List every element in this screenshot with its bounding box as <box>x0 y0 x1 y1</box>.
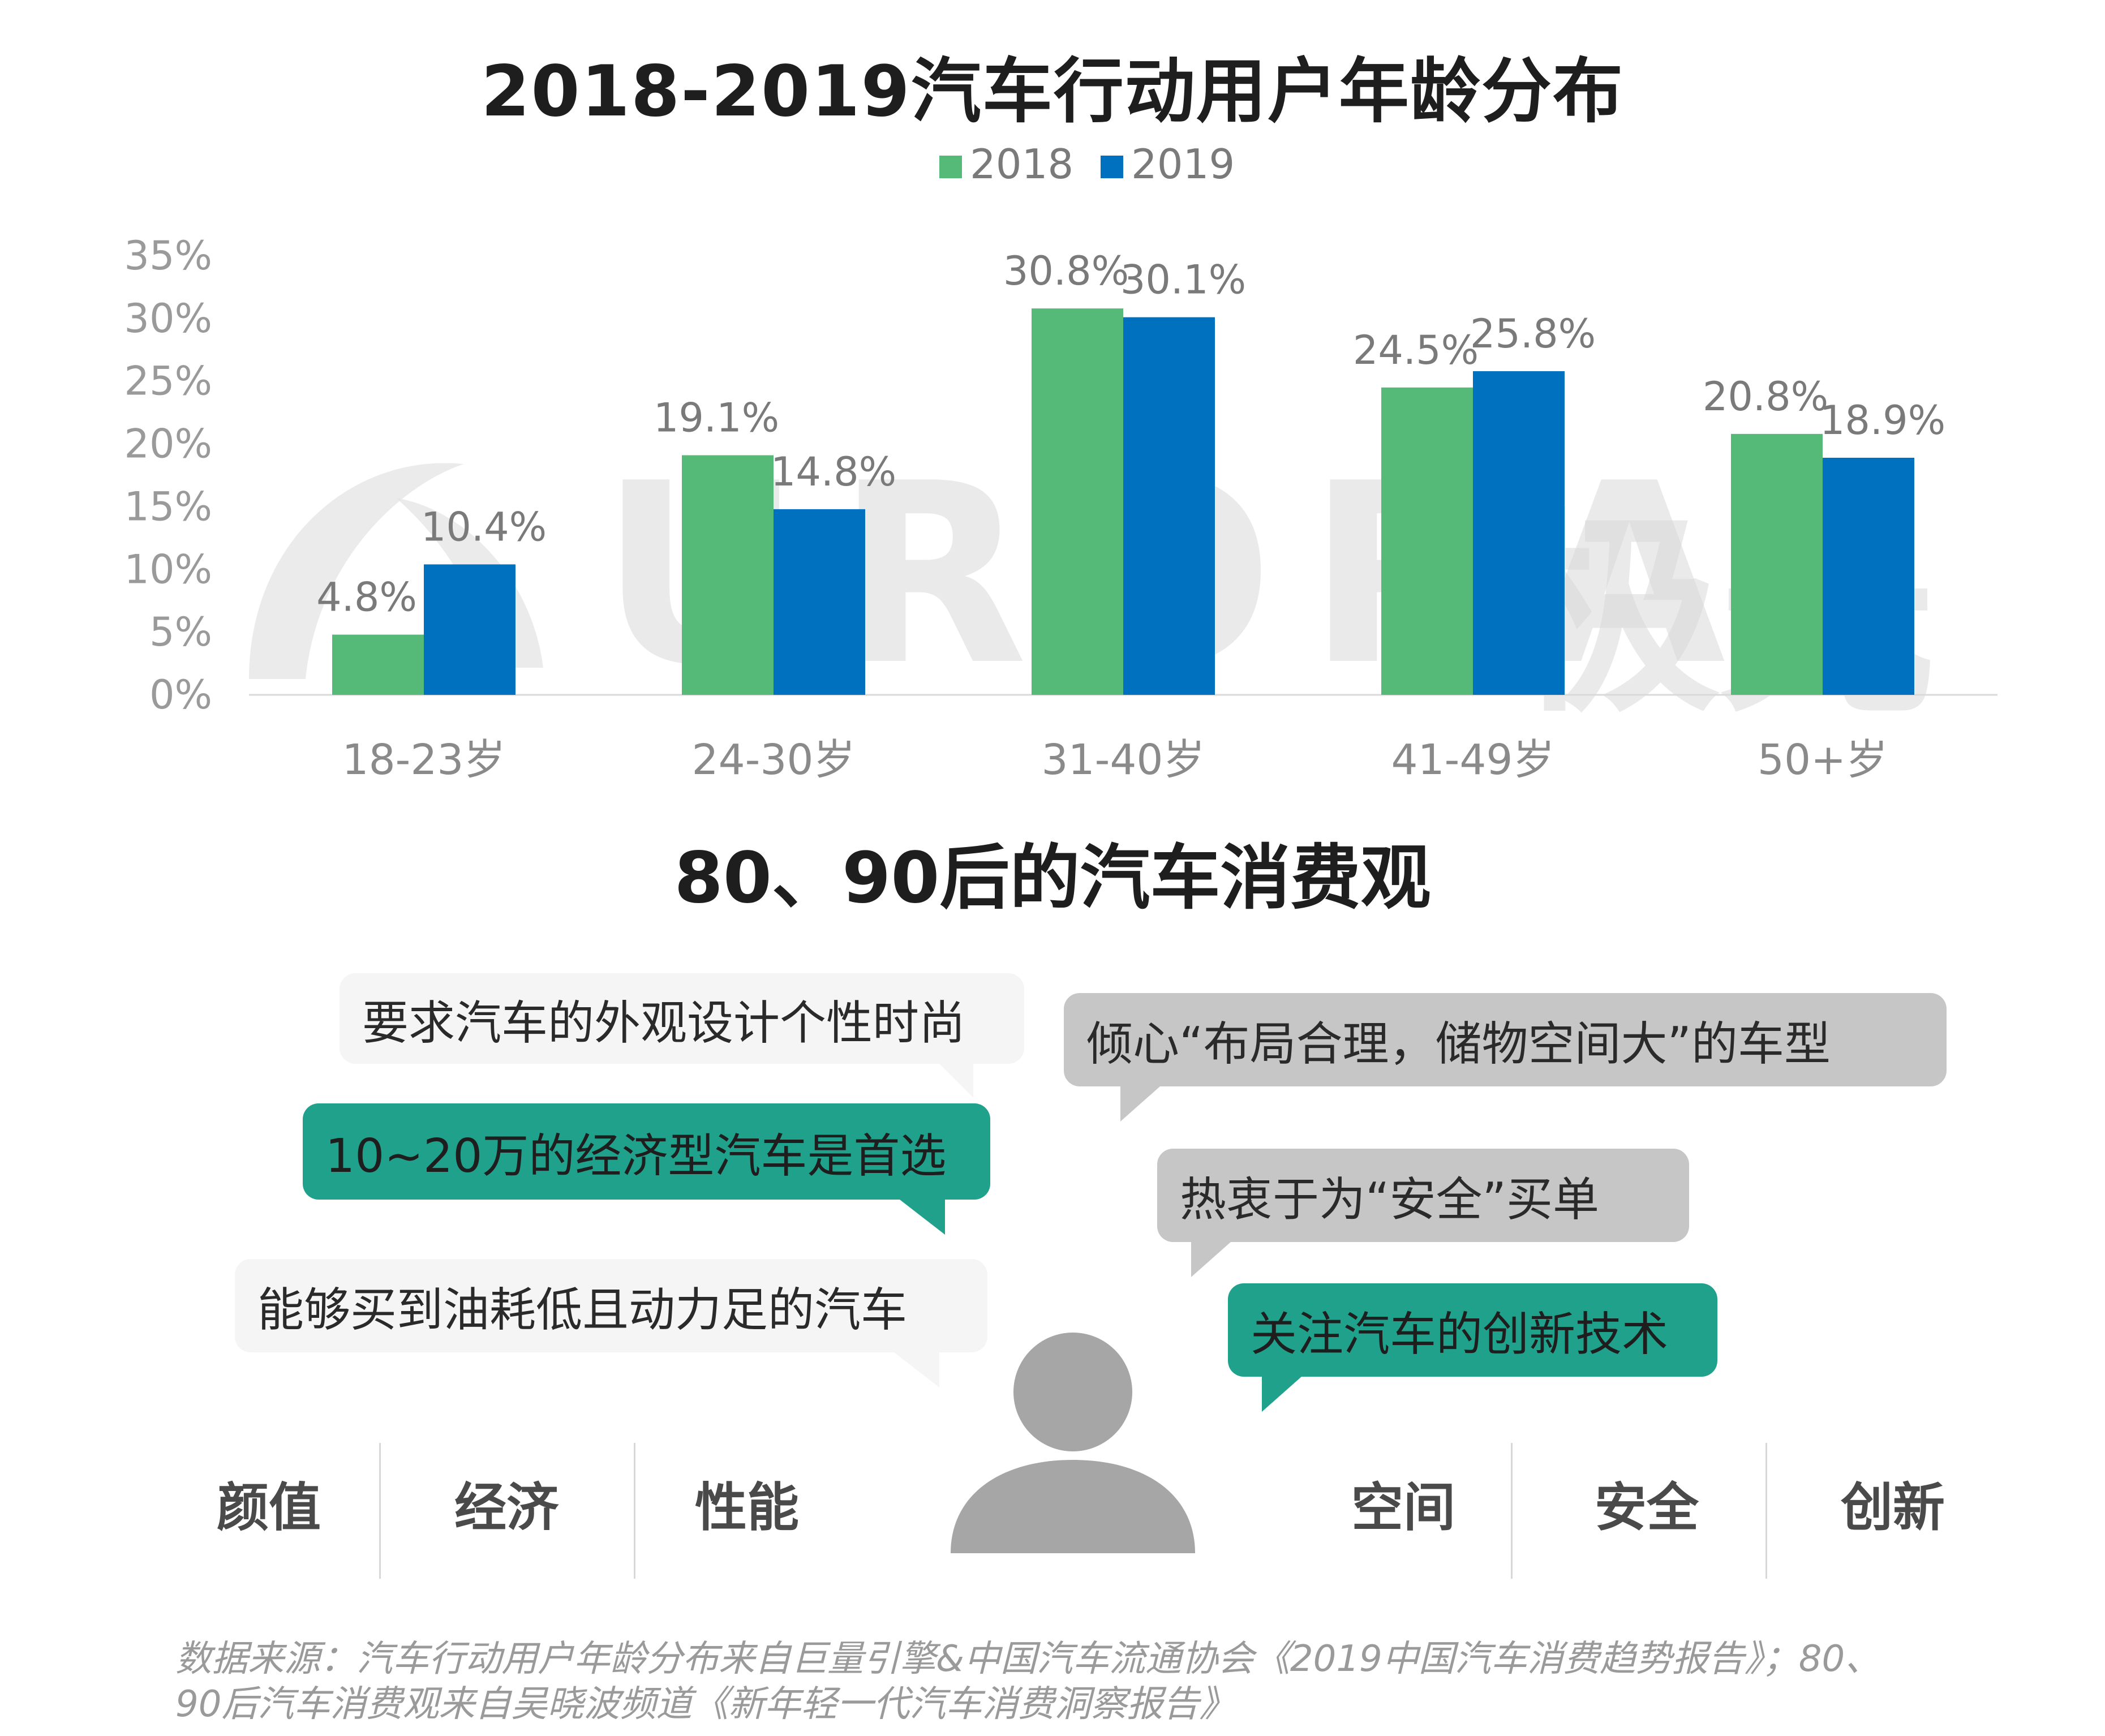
y-tick-label: 35% <box>124 233 212 279</box>
x-tick-label: 50+岁 <box>1758 736 1888 784</box>
keyword-divider <box>1511 1443 1513 1579</box>
y-tick-label: 30% <box>124 295 212 342</box>
data-label-2018-3: 24.5% <box>1353 327 1479 373</box>
bar-2019-1 <box>774 509 865 695</box>
bar-chart: 2018 2019 0% 5% 10% 15% 20% 25% 30% 35% 4.8%10.4% 1… <box>124 140 1997 784</box>
data-label-2019-2: 30.1% <box>1120 257 1246 303</box>
data-label-2019-4: 18.9% <box>1820 397 1945 444</box>
y-tick-label: 20% <box>124 421 212 467</box>
bubble-performance-text: 能够买到油耗低且动力足的汽车 <box>257 1283 908 1337</box>
data-label-2018-4: 20.8% <box>1703 373 1828 420</box>
data-label-2019-1: 14.8% <box>771 449 896 495</box>
bubble-innovation-text: 关注汽车的创新技术 <box>1251 1308 1669 1361</box>
legend-label-2019: 2019 <box>1131 140 1235 188</box>
y-tick-label: 25% <box>124 358 212 405</box>
bubble-innovation: 关注汽车的创新技术 <box>1228 1283 1717 1412</box>
bubble-safety: 热衷于为“安全”买单 <box>1157 1149 1689 1277</box>
bar-2019-2 <box>1123 317 1215 695</box>
legend-label-2018: 2018 <box>970 140 1073 188</box>
bubble-economy: 10~20万的经济型汽车是首选 <box>303 1103 990 1235</box>
bubble-space-text: 倾心“布局合理，储物空间大”的车型 <box>1086 1017 1831 1071</box>
x-tick-label: 31-40岁 <box>1041 736 1205 784</box>
y-tick-label: 5% <box>149 609 212 655</box>
keyword-divider <box>1765 1443 1767 1579</box>
y-tick-label: 15% <box>124 483 212 530</box>
bubble-safety-text: 热衷于为“安全”买单 <box>1180 1173 1599 1227</box>
bar-2018-2 <box>1032 308 1123 695</box>
keyword-divider <box>634 1443 635 1579</box>
keyword-appearance: 颜值 <box>216 1477 321 1538</box>
data-label-2018-2: 30.8% <box>1003 248 1129 294</box>
bubble-performance: 能够买到油耗低且动力足的汽车 <box>235 1259 987 1387</box>
source-line-1: 数据来源：汽车行动用户年龄分布来自巨量引擎&中国汽车流通协会《2019中国汽车消… <box>175 1638 1881 1680</box>
keyword-economy: 经济 <box>454 1477 559 1538</box>
x-tick-label: 24-30岁 <box>691 736 855 784</box>
keyword-space: 空间 <box>1351 1477 1455 1538</box>
bar-2018-0 <box>332 634 424 695</box>
person-icon <box>951 1333 1195 1553</box>
chart-title: 2018-2019汽车行动用户年龄分布 <box>481 51 1624 132</box>
source-line-2: 90后汽车消费观来自吴晓波频道《新年轻一代汽车消费洞察报告》 <box>175 1683 1236 1725</box>
bar-2018-4 <box>1731 433 1823 695</box>
bar-2019-3 <box>1473 371 1565 695</box>
section-title: 80、90后的汽车消费观 <box>674 837 1431 919</box>
keyword-divider <box>379 1443 381 1579</box>
data-label-2019-3: 25.8% <box>1470 311 1596 357</box>
y-tick-label: 10% <box>124 546 212 592</box>
x-tick-label: 41-49岁 <box>1391 736 1554 784</box>
bubble-economy-text: 10~20万的经济型汽车是首选 <box>325 1129 947 1183</box>
data-label-2018-0: 4.8% <box>316 574 417 621</box>
bubble-appearance-text: 要求汽车的外观设计个性时尚 <box>362 996 966 1050</box>
bar-2018-1 <box>682 455 774 695</box>
bar-2019-0 <box>424 564 515 695</box>
legend-swatch-2019 <box>1101 156 1123 178</box>
data-label-2018-1: 19.1% <box>654 395 779 441</box>
y-tick-label: 0% <box>149 672 212 718</box>
bar-2019-4 <box>1823 457 1914 695</box>
bubble-appearance: 要求汽车的外观设计个性时尚 <box>340 973 1024 1098</box>
bubble-space: 倾心“布局合理，储物空间大”的车型 <box>1064 993 1947 1121</box>
x-tick-label: 18-23岁 <box>342 736 505 784</box>
keyword-safety: 安全 <box>1594 1477 1699 1538</box>
data-label-2019-0: 10.4% <box>421 504 547 550</box>
legend-swatch-2018 <box>939 156 962 178</box>
keyword-innovation: 创新 <box>1840 1477 1945 1538</box>
keyword-performance: 性能 <box>694 1477 799 1538</box>
bar-2018-3 <box>1381 387 1473 695</box>
